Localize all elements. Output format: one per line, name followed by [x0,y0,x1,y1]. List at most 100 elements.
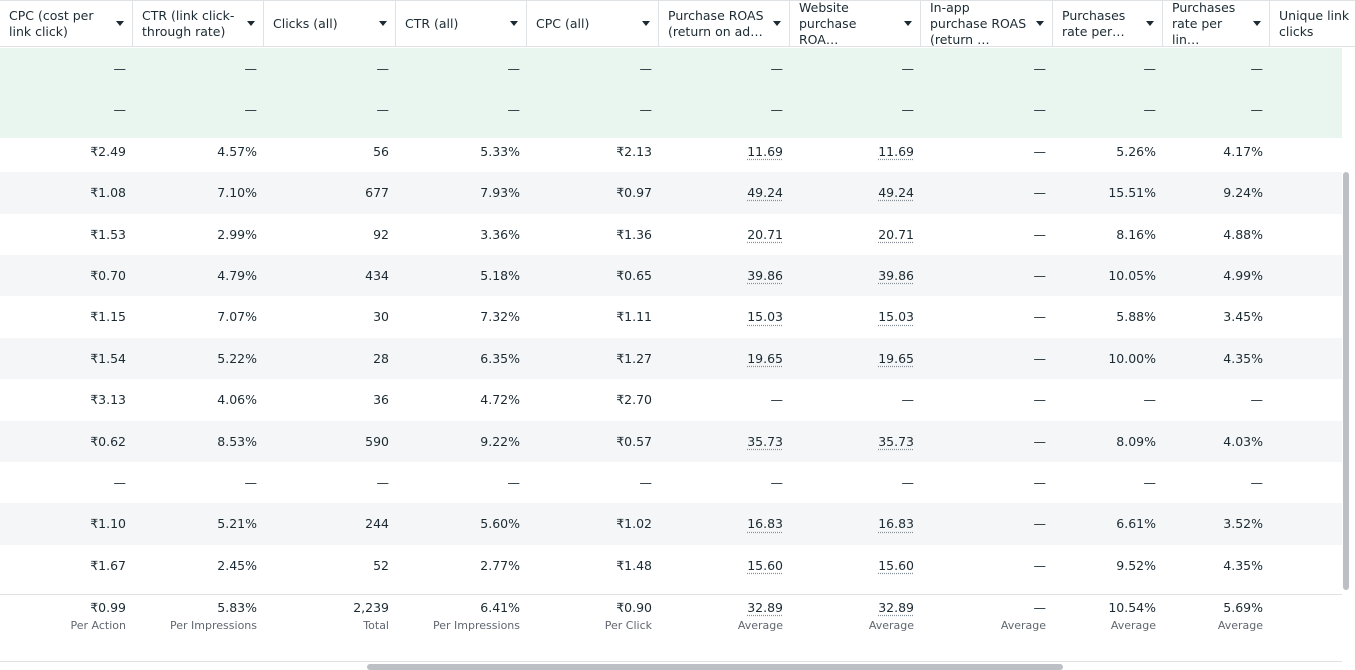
cell: — [1143,392,1157,408]
cell: ₹3.13 [90,392,126,408]
cell: 9.52% [1116,557,1156,573]
column-title: In-app purchase ROAS (return … [930,0,1027,47]
cell: 4.72% [480,392,520,408]
cell: 7.10% [217,185,257,201]
column-header[interactable]: Purchases rate per lin… [1163,0,1270,47]
column-header[interactable]: CTR (link click-through rate) [133,0,264,47]
cell: 6.35% [480,350,520,366]
cell: ₹2.49 [90,143,126,159]
footer-value: 2,239 [353,600,389,615]
sort-arrow[interactable] [642,21,650,26]
cell: 9.22% [480,433,520,449]
cell: 11.69 [878,143,914,159]
cell: 2.77% [480,557,520,573]
cell: — [507,475,521,490]
cell: 56 [373,143,389,159]
cell: — [113,475,127,490]
cell: — [639,102,653,118]
cell: — [507,61,521,76]
cell: — [901,392,915,408]
cell: — [1033,557,1047,573]
cell: 4.03% [1223,433,1263,449]
sort-arrow[interactable] [904,21,912,26]
cell: 7.93% [480,185,520,201]
footer-value: 5.69% [1223,600,1263,615]
column-header[interactable]: Website purchase ROA… [790,0,921,47]
footer-value: 6.41% [480,600,520,615]
footer-label: Total [363,619,389,632]
cell: 3.36% [480,226,520,242]
cell: 4.88% [1223,226,1263,242]
cell: 19.65 [747,350,783,366]
column-title: Clicks (all) [273,15,338,31]
cell: 590 [365,433,389,449]
vertical-scrollbar[interactable] [1343,172,1349,590]
cell: 28 [373,350,389,366]
sort-arrow[interactable] [116,21,124,26]
cell: 434 [365,268,389,283]
cell: 8.09% [1116,433,1156,449]
cell: — [1033,268,1047,283]
footer-value: 10.54% [1108,600,1156,615]
footer-label: Average [868,619,914,632]
cell: — [1033,185,1047,201]
column-header[interactable]: Purchase ROAS (return on ad… [659,0,790,47]
cell: 9.24% [1223,185,1263,201]
cell: — [770,102,784,118]
sort-arrow[interactable] [1253,21,1261,26]
column-header[interactable]: Clicks (all) [264,0,396,47]
cell: 3.52% [1223,516,1263,532]
cell: ₹1.48 [616,557,652,573]
row-stripe [0,172,1342,214]
sort-arrow[interactable] [1036,21,1044,26]
cell: — [1033,226,1047,242]
footer-label: Average [1217,619,1263,632]
cell: 19.65 [878,350,914,366]
cell: 49.24 [747,185,783,201]
cell: — [770,475,784,490]
row-stripe [0,420,1342,462]
sort-arrow[interactable] [773,21,781,26]
column-title: Purchase ROAS (return on ad… [668,7,764,39]
column-header[interactable]: CPC (all) [527,0,659,47]
column-title: CTR (all) [405,15,459,31]
header-row [0,0,1355,47]
cell: 4.79% [217,268,257,283]
cell: — [376,475,390,490]
footer-label: Per Click [604,619,652,632]
cell: 2.45% [217,557,257,573]
column-header[interactable]: CPC (cost per link click) [0,0,133,47]
column-title: Unique link clicks [1279,7,1350,39]
footer-value: 32.89 [878,600,914,615]
cell: — [1143,102,1157,118]
cell: — [1250,102,1264,118]
cell: ₹1.53 [90,226,126,242]
column-header[interactable]: In-app purchase ROAS (return … [921,0,1053,47]
cell: 30 [373,309,389,325]
sort-arrow[interactable] [379,21,387,26]
cell: ₹1.10 [90,516,126,532]
footer-value: 5.83% [217,600,257,615]
cell: ₹0.97 [616,185,652,201]
column-title: CTR (link click-through rate) [142,7,235,39]
footer-label: Per Action [70,619,126,632]
cell: 5.22% [217,350,257,366]
column-header[interactable]: Purchases rate per… [1053,0,1163,47]
sort-arrow[interactable] [510,21,518,26]
cell: 7.32% [480,309,520,325]
cell: — [376,61,390,76]
sort-arrow[interactable] [1146,21,1154,26]
cell: — [1033,475,1047,490]
horizontal-scrollbar[interactable] [367,664,1063,670]
cell: 16.83 [878,516,914,532]
cell: 5.21% [217,516,257,532]
cell: — [244,475,258,490]
cell: 49.24 [878,185,914,201]
cell: 5.18% [480,268,520,283]
sort-arrow[interactable] [247,21,255,26]
cell: ₹0.65 [616,268,652,283]
cell: 5.26% [1116,143,1156,159]
column-header[interactable]: CTR (all) [396,0,527,47]
cell: — [1250,475,1264,490]
column-header[interactable]: Unique link clicks [1270,0,1355,47]
